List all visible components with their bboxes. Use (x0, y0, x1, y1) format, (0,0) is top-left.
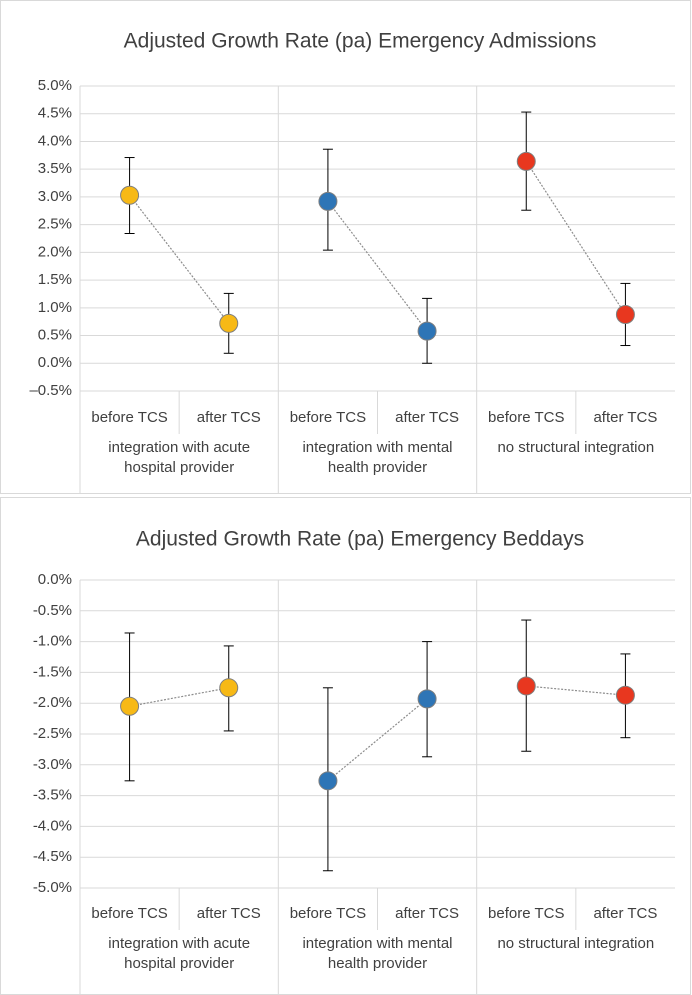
point (417, 689, 437, 709)
x-tick-label: before TCS (290, 905, 366, 922)
x-tick-label: before TCS (91, 905, 167, 922)
connector (327, 698, 428, 782)
x-tick-label: before TCS (91, 409, 167, 426)
y-tick-label: -1.0% (33, 633, 72, 650)
y-tick-label: 0.0% (38, 354, 72, 371)
chart-title: Adjusted Growth Rate (pa) Emergency Admi… (124, 30, 597, 53)
chart-title: Adjusted Growth Rate (pa) Emergency Bedd… (136, 528, 584, 551)
connector (525, 161, 626, 315)
x-tick-label: before TCS (290, 409, 366, 426)
x-tick-label: before TCS (488, 905, 564, 922)
y-tick-label: 0.0% (38, 571, 72, 588)
group-label: integration with mental health provider (302, 439, 453, 476)
connector (129, 194, 230, 324)
point (120, 185, 140, 205)
connector (327, 200, 428, 332)
group-label-box: no structural integration (497, 935, 655, 952)
y-tick-label: 2.0% (38, 243, 72, 260)
x-tick-label: after TCS (395, 409, 459, 426)
y-tick-label: -0.5% (33, 602, 72, 619)
x-tick-label: after TCS (197, 409, 261, 426)
y-tick-label: –0.5% (29, 382, 72, 399)
y-tick-label: 1.5% (38, 271, 72, 288)
group-label: integration with mental health provider (302, 935, 453, 972)
group-label-box: integration with mental health provider (302, 935, 453, 972)
x-tick-label: after TCS (593, 409, 657, 426)
y-tick-label: 2.5% (38, 216, 72, 233)
y-tick-label: -2.0% (33, 694, 72, 711)
connector (526, 685, 626, 696)
x-tick-label: after TCS (395, 905, 459, 922)
point (219, 313, 239, 333)
x-tick-label: after TCS (197, 905, 261, 922)
point (615, 304, 635, 324)
y-tick-label: 4.5% (38, 105, 72, 122)
y-tick-label: -4.5% (33, 848, 72, 865)
y-tick-label: -4.0% (33, 817, 72, 834)
y-tick-label: 1.0% (38, 299, 72, 316)
group-label-box: no structural integration (497, 439, 655, 456)
group-label-box: integration with acute hospital provider (108, 439, 251, 476)
y-tick-label: 3.5% (38, 160, 72, 177)
y-tick-label: -3.5% (33, 787, 72, 804)
group-label-box: integration with mental health provider (302, 439, 453, 476)
panel (0, 0, 691, 494)
y-tick-label: 4.0% (38, 132, 72, 149)
group-label: no structural integration (497, 935, 655, 952)
point (615, 685, 635, 705)
point (318, 191, 338, 211)
y-tick-label: -3.0% (33, 756, 72, 773)
point (318, 771, 338, 791)
point (417, 321, 437, 341)
y-tick-label: 5.0% (38, 77, 72, 94)
y-tick-label: -5.0% (33, 879, 72, 896)
x-tick-label: before TCS (488, 409, 564, 426)
y-tick-label: -2.5% (33, 725, 72, 742)
point (120, 696, 140, 716)
x-tick-label: after TCS (593, 905, 657, 922)
point (516, 676, 536, 696)
group-label-box: integration with acute hospital provider (108, 935, 251, 972)
y-tick-label: 3.0% (38, 188, 72, 205)
connector (129, 687, 229, 707)
point (219, 678, 239, 698)
group-label: integration with acute hospital provider (108, 935, 251, 972)
y-tick-label: 0.5% (38, 327, 72, 344)
group-label: integration with acute hospital provider (108, 439, 251, 476)
group-label: no structural integration (497, 439, 655, 456)
y-tick-label: -1.5% (33, 663, 72, 680)
point (516, 151, 536, 171)
